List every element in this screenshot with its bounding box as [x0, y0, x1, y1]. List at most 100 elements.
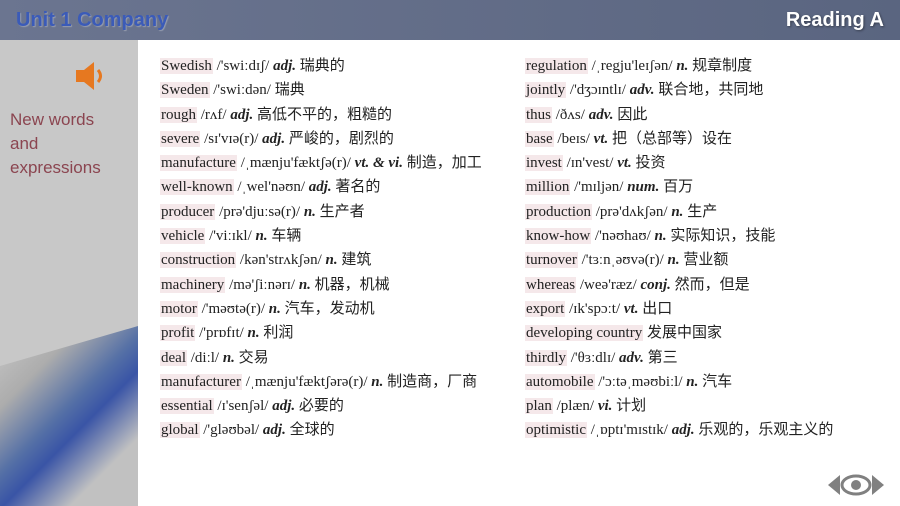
vocab-def: 生产者 [320, 204, 365, 220]
navigation-eye-icon[interactable] [826, 472, 886, 498]
vocab-column-left: Swedish /'swiːdɪʃ/ adj. 瑞典的Sweden /'swiː… [160, 54, 521, 496]
vocab-entry: thirdly /'θɜːdlɪ/ adv. 第三 [525, 346, 882, 370]
vocab-word: thirdly [525, 350, 567, 366]
slide-body: New words and expressions Swedish /'swiː… [0, 40, 900, 506]
vocab-entry: producer /prə'djuːsə(r)/ n. 生产者 [160, 200, 521, 224]
vocab-pron: /'swiːdɪʃ/ [217, 58, 270, 74]
speaker-icon[interactable] [72, 60, 112, 92]
sidebar-heading: New words and expressions [0, 108, 138, 179]
vocab-pos: num. [627, 179, 659, 195]
vocab-pos: n. [326, 252, 338, 268]
vocab-entry: thus /ðʌs/ adv. 因此 [525, 103, 882, 127]
vocab-def: 实际知识，技能 [670, 228, 775, 244]
sidebar-line1: New words [10, 108, 138, 132]
vocab-pron: /ˌregju'leɪʃən/ [592, 58, 673, 74]
vocab-pron: /'prɒfɪt/ [199, 325, 244, 341]
vocab-entry: developing country 发展中国家 [525, 321, 882, 345]
vocab-pos: adj. [672, 422, 695, 438]
vocab-entry: rough /rʌf/ adj. 高低不平的，粗糙的 [160, 103, 521, 127]
vocab-pron: /ˌɒptɪ'mɪstɪk/ [591, 422, 668, 438]
vocab-def: 建筑 [341, 252, 371, 268]
vocab-def: 第三 [648, 350, 678, 366]
vocab-pos: n. [256, 228, 268, 244]
vocab-entry: jointly /'dʒɔɪntlɪ/ adv. 联合地，共同地 [525, 78, 882, 102]
vocab-def: 交易 [239, 350, 269, 366]
vocab-pos: n. [676, 58, 688, 74]
vocab-pron: /ɪ'senʃəl/ [217, 398, 268, 414]
vocab-pron: /ðʌs/ [556, 107, 585, 123]
vocab-pron: /rʌf/ [201, 107, 227, 123]
vocab-entry: whereas /weə'ræz/ conj. 然而，但是 [525, 273, 882, 297]
vocab-def: 利润 [263, 325, 293, 341]
vocab-pron: /'ɔːtəˌməʊbiːl/ [598, 374, 682, 390]
vocab-word: production [525, 204, 592, 220]
vocab-entry: vehicle /'viːɪkl/ n. 车辆 [160, 224, 521, 248]
vocab-word: Swedish [160, 58, 213, 74]
vocab-pron: /ɪk'spɔːt/ [569, 301, 620, 317]
vocab-entry: Sweden /'swiːdən/ 瑞典 [160, 78, 521, 102]
vocab-def: 车辆 [271, 228, 301, 244]
vocab-pos: vt. [617, 155, 632, 171]
vocab-word: million [525, 179, 570, 195]
vocab-pron: /'mɪljən/ [574, 179, 623, 195]
vocab-def: 发展中国家 [647, 325, 722, 341]
vocab-def: 营业额 [683, 252, 728, 268]
vocab-pron: /'məʊtə(r)/ [202, 301, 265, 317]
vocab-word: turnover [525, 252, 578, 268]
vocab-pos: adj. [262, 131, 285, 147]
vocab-def: 制造，加工 [407, 155, 482, 171]
vocab-def: 瑞典的 [300, 58, 345, 74]
vocab-def: 联合地，共同地 [658, 82, 763, 98]
vocab-pos: n. [668, 252, 680, 268]
vocab-pos: adj. [273, 58, 296, 74]
vocab-pron: /ˌwel'nəʊn/ [237, 179, 305, 195]
vocab-entry: essential /ɪ'senʃəl/ adj. 必要的 [160, 394, 521, 418]
vocab-pron: /'tɜːnˌəʊvə(r)/ [582, 252, 664, 268]
vocab-pos: n. [304, 204, 316, 220]
sidebar-line3: expressions [10, 156, 138, 180]
vocab-pron: /'gləʊbəl/ [203, 422, 259, 438]
vocab-word: motor [160, 301, 198, 317]
vocab-pos: n. [686, 374, 698, 390]
vocab-entry: turnover /'tɜːnˌəʊvə(r)/ n. 营业额 [525, 248, 882, 272]
vocab-pron: /'nəʊhaʊ/ [595, 228, 651, 244]
vocab-pron: /ɪn'vest/ [567, 155, 614, 171]
vocab-entry: plan /plæn/ vi. 计划 [525, 394, 882, 418]
vocab-def: 汽车，发动机 [285, 301, 375, 317]
vocab-pron: /'θɜːdlɪ/ [571, 350, 616, 366]
vocab-word: whereas [525, 277, 576, 293]
vocab-pos: n. [299, 277, 311, 293]
vocab-pos: vt. [594, 131, 609, 147]
vocab-word: manufacture [160, 155, 237, 171]
vocab-pron: /kən'strʌkʃən/ [240, 252, 322, 268]
vocab-def: 然而，但是 [675, 277, 750, 293]
vocab-def: 制造商，厂商 [387, 374, 477, 390]
vocab-word: manufacturer [160, 374, 242, 390]
vocab-def: 百万 [663, 179, 693, 195]
vocab-word: jointly [525, 82, 566, 98]
vocab-pos: adj. [309, 179, 332, 195]
vocab-pos: adv. [619, 350, 644, 366]
vocab-word: Sweden [160, 82, 210, 98]
vocab-pos: adv. [630, 82, 655, 98]
vocab-pron: /mə'ʃiːnərɪ/ [229, 277, 295, 293]
vocab-word: invest [525, 155, 563, 171]
vocab-entry: Swedish /'swiːdɪʃ/ adj. 瑞典的 [160, 54, 521, 78]
vocab-word: machinery [160, 277, 225, 293]
vocab-def: 因此 [617, 107, 647, 123]
unit-title: Unit 1 Company [16, 9, 168, 32]
vocab-def: 必要的 [299, 398, 344, 414]
vocab-entry: construction /kən'strʌkʃən/ n. 建筑 [160, 248, 521, 272]
vocab-pron: /sɪ'vɪə(r)/ [204, 131, 258, 147]
vocab-def: 高低不平的，粗糙的 [257, 107, 392, 123]
vocab-pron: /weə'ræz/ [580, 277, 637, 293]
vocab-pron: /beɪs/ [557, 131, 590, 147]
vocab-entry: base /beɪs/ vt. 把（总部等）设在 [525, 127, 882, 151]
vocab-def: 瑞典 [275, 82, 305, 98]
vocab-entry: invest /ɪn'vest/ vt. 投资 [525, 151, 882, 175]
vocab-word: thus [525, 107, 552, 123]
vocab-def: 著名的 [335, 179, 380, 195]
vocab-word: base [525, 131, 554, 147]
vocab-entry: motor /'məʊtə(r)/ n. 汽车，发动机 [160, 297, 521, 321]
vocab-def: 机器，机械 [315, 277, 390, 293]
